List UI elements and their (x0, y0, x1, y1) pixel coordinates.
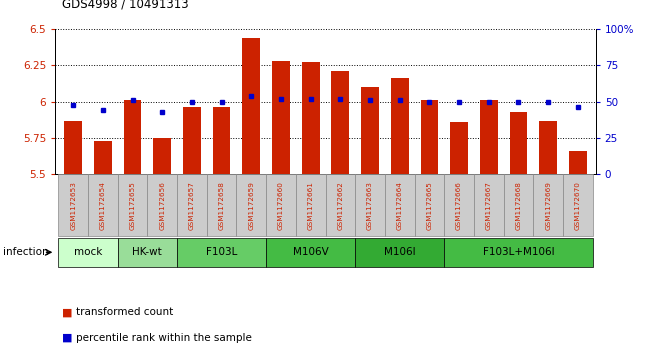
Bar (272, 61, 290, 174)
Bar (563, 174, 592, 236)
Text: GSM1172657: GSM1172657 (189, 181, 195, 229)
Text: M106I: M106I (384, 247, 415, 257)
Bar (124, 100, 141, 174)
Bar (207, 174, 236, 236)
Bar (64, 121, 82, 174)
Text: mock: mock (74, 247, 102, 257)
Text: GSM1172662: GSM1172662 (337, 181, 343, 229)
Bar (331, 71, 349, 174)
Bar (118, 174, 147, 236)
Bar (177, 174, 207, 236)
Text: F103L+M106I: F103L+M106I (482, 247, 554, 257)
Bar (361, 87, 379, 174)
Bar (118, 237, 177, 267)
Text: GSM1172655: GSM1172655 (130, 181, 135, 229)
Bar (444, 237, 592, 267)
Bar (355, 237, 444, 267)
Text: GSM1172659: GSM1172659 (248, 181, 255, 229)
Bar (421, 100, 438, 174)
Bar (236, 174, 266, 236)
Text: GSM1172660: GSM1172660 (278, 181, 284, 229)
Text: GSM1172670: GSM1172670 (575, 181, 581, 229)
Bar (533, 174, 563, 236)
Bar (326, 174, 355, 236)
Bar (177, 237, 266, 267)
Bar (569, 151, 587, 174)
Bar (153, 138, 171, 174)
Bar (59, 237, 118, 267)
Text: ■: ■ (62, 333, 72, 343)
Bar (415, 174, 444, 236)
Bar (504, 174, 533, 236)
Text: GSM1172667: GSM1172667 (486, 181, 492, 229)
Text: ■: ■ (62, 307, 72, 317)
Text: GSM1172656: GSM1172656 (159, 181, 165, 229)
Bar (147, 174, 177, 236)
Bar (266, 174, 296, 236)
Bar (242, 38, 260, 174)
Text: GSM1172665: GSM1172665 (426, 181, 432, 229)
Text: GSM1172663: GSM1172663 (367, 181, 373, 229)
Text: transformed count: transformed count (76, 307, 173, 317)
Bar (302, 62, 320, 174)
Text: GSM1172669: GSM1172669 (545, 181, 551, 229)
Bar (266, 237, 355, 267)
Bar (213, 107, 230, 174)
Text: infection: infection (3, 247, 49, 257)
Text: HK-wt: HK-wt (133, 247, 162, 257)
Bar (450, 122, 468, 174)
Text: GSM1172668: GSM1172668 (516, 181, 521, 229)
Bar (59, 174, 88, 236)
Text: F103L: F103L (206, 247, 237, 257)
Bar (474, 174, 504, 236)
Bar (510, 112, 527, 174)
Text: GSM1172654: GSM1172654 (100, 181, 106, 229)
Text: M106V: M106V (293, 247, 329, 257)
Text: GSM1172664: GSM1172664 (396, 181, 403, 229)
Bar (391, 78, 409, 174)
Bar (183, 107, 201, 174)
Bar (480, 100, 498, 174)
Bar (539, 121, 557, 174)
Bar (296, 174, 326, 236)
Bar (444, 174, 474, 236)
Bar (94, 141, 112, 174)
Text: GSM1172666: GSM1172666 (456, 181, 462, 229)
Text: GSM1172658: GSM1172658 (219, 181, 225, 229)
Text: GDS4998 / 10491313: GDS4998 / 10491313 (62, 0, 189, 11)
Bar (88, 174, 118, 236)
Bar (355, 174, 385, 236)
Text: GSM1172661: GSM1172661 (308, 181, 314, 229)
Text: GSM1172653: GSM1172653 (70, 181, 76, 229)
Text: percentile rank within the sample: percentile rank within the sample (76, 333, 252, 343)
Bar (385, 174, 415, 236)
